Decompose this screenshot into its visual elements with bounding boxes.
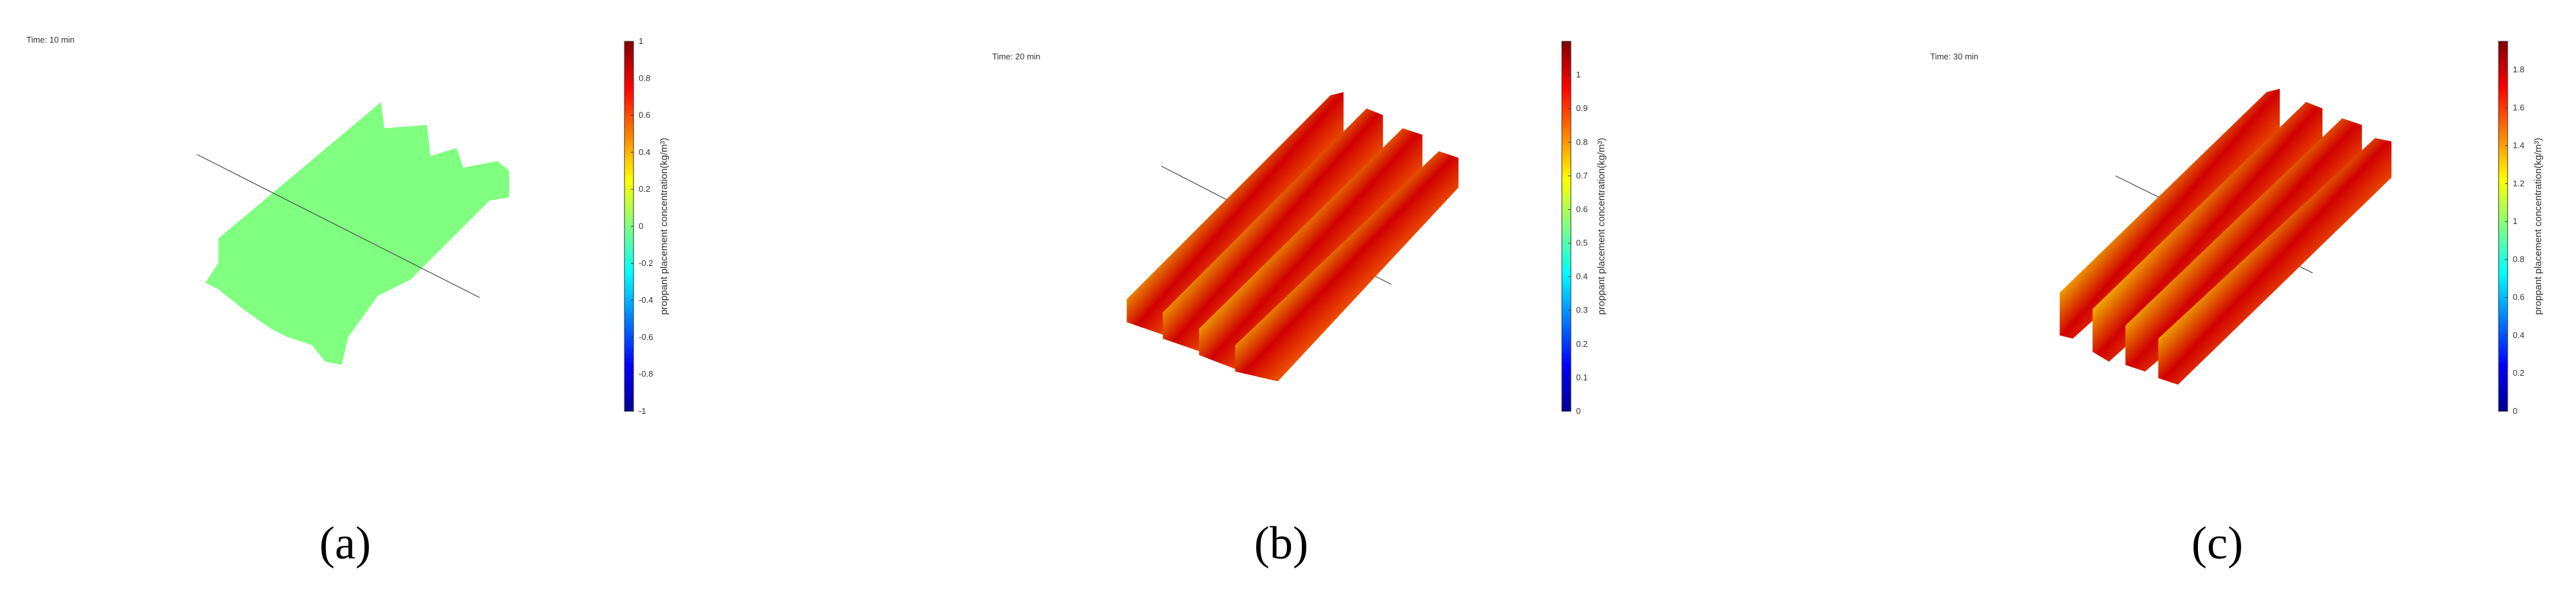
colorbar-tick-label: 0.4 xyxy=(639,147,650,157)
panel-caption: (b) xyxy=(1254,517,1308,569)
fracture-plane xyxy=(1199,128,1423,372)
fracture-render xyxy=(2059,88,2391,385)
fracture-plane xyxy=(2125,118,2362,372)
colorbar-tick-label: 0.1 xyxy=(1576,373,1588,382)
colorbar-tick-label: 0.9 xyxy=(1576,103,1588,113)
time-label: Time: 30 min xyxy=(1930,52,1979,61)
colorbar-tick-label: 1.6 xyxy=(2513,103,2524,112)
colorbar-tick-label: 0.8 xyxy=(2513,254,2524,264)
colorbar-tick-label: 0 xyxy=(639,221,643,231)
time-label: Time: 10 min xyxy=(26,35,75,45)
colorbar-tick-label: 0.2 xyxy=(1576,339,1588,349)
colorbar-tick-label: 0.8 xyxy=(1576,137,1588,147)
fracture-plane xyxy=(205,101,510,365)
colorbar-tick-label: 1 xyxy=(1576,70,1581,79)
colorbar-tick-label: 1.8 xyxy=(2513,65,2524,74)
fracture-render xyxy=(197,101,510,365)
colorbar-tick-label: 0 xyxy=(1576,406,1581,416)
time-label: Time: 20 min xyxy=(992,52,1041,61)
colorbar-tick-label: 0.4 xyxy=(2513,330,2524,340)
wellbore xyxy=(197,154,480,298)
fracture-plane xyxy=(1235,151,1459,382)
colorbar-tick-label: 0.2 xyxy=(2513,368,2524,378)
fracture-plane xyxy=(2092,101,2323,362)
colorbar-tick-label: 1.4 xyxy=(2513,141,2524,150)
colorbar-tick-label: 0.6 xyxy=(2513,292,2524,302)
colorbar-tick-label: 0.2 xyxy=(639,184,650,194)
panel-caption: (a) xyxy=(319,517,371,569)
colorbar xyxy=(1561,41,1572,412)
colorbar-tick-label: 0.3 xyxy=(1576,305,1588,315)
colorbar-tick-label: 0.4 xyxy=(1576,272,1588,282)
colorbar-tick-label: -0.4 xyxy=(639,295,653,305)
colorbar-tick-label: -1 xyxy=(639,406,646,416)
colorbar xyxy=(2498,41,2508,412)
colorbar-label: proppant placement concentration(kg/m³) xyxy=(659,138,670,314)
colorbar-tick-label: 0.6 xyxy=(1576,204,1588,214)
colorbar-tick-label: 1 xyxy=(639,36,643,46)
fracture-render xyxy=(1126,92,1459,382)
colorbar-tick-label: 0 xyxy=(2513,406,2517,416)
colorbar-tick-label: 0.7 xyxy=(1576,170,1588,180)
colorbar-tick-label: 0.8 xyxy=(639,73,650,83)
colorbar-tick-label: 0.5 xyxy=(1576,238,1588,248)
fracture-plane xyxy=(2158,138,2391,385)
fracture-plane xyxy=(1126,92,1344,337)
colorbar-label: proppant placement concentration(kg/m³) xyxy=(2533,138,2544,314)
panel-caption: (c) xyxy=(2192,517,2243,569)
colorbar-tick-label: 1 xyxy=(2513,216,2517,226)
fracture-plane xyxy=(1163,108,1383,354)
colorbar-label: proppant placement concentration(kg/m³) xyxy=(1596,138,1607,314)
colorbar-tick-label: -0.8 xyxy=(639,369,653,379)
fracture-plane xyxy=(2059,88,2280,339)
colorbar-tick-label: 0.6 xyxy=(639,110,650,120)
colorbar-tick-label: 1.2 xyxy=(2513,178,2524,188)
colorbar-tick-label: -0.2 xyxy=(639,258,653,268)
colorbar-tick-label: -0.6 xyxy=(639,332,653,342)
